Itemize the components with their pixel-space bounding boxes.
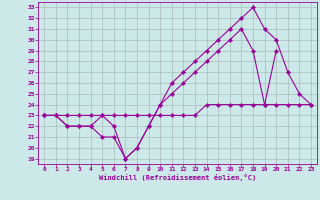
- X-axis label: Windchill (Refroidissement éolien,°C): Windchill (Refroidissement éolien,°C): [99, 174, 256, 181]
